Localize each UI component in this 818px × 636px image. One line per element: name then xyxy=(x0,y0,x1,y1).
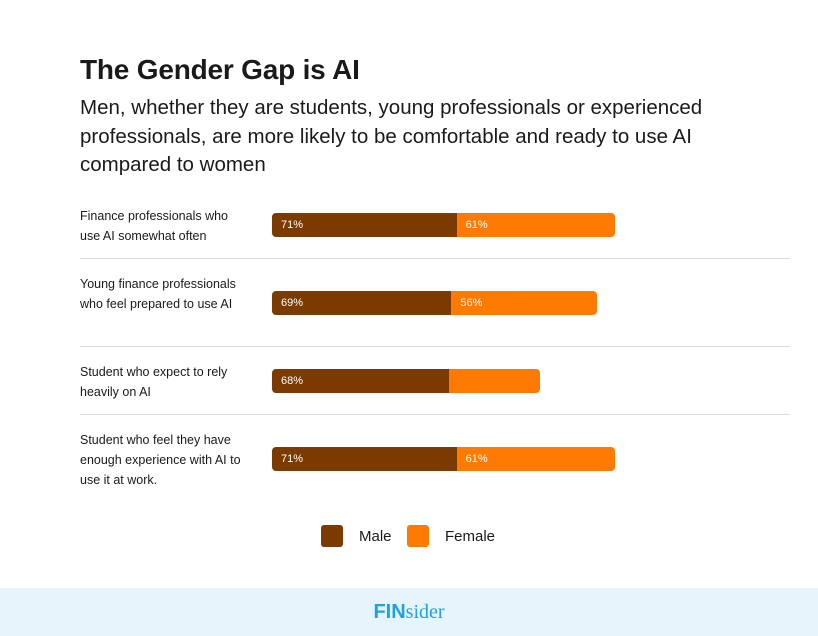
bar-segment-female: 61% xyxy=(456,213,616,237)
data-label: 69% xyxy=(281,297,304,309)
bar-segment-female xyxy=(448,369,540,393)
data-label: 61% xyxy=(465,219,488,231)
legend-swatch-female xyxy=(407,525,429,547)
data-label: 56% xyxy=(460,297,483,309)
chart-title: The Gender Gap is AI xyxy=(80,54,360,85)
row-divider xyxy=(80,258,790,259)
stacked-bar-chart: Finance professionals who use AI somewha… xyxy=(80,209,790,487)
bar-segment-female: 56% xyxy=(451,291,597,315)
category-label: Student who expect to rely heavily on AI xyxy=(80,365,228,399)
legend-label-male: Male xyxy=(359,527,392,545)
legend-item-male: Male xyxy=(321,525,392,547)
row-divider xyxy=(80,346,790,347)
data-label: 68% xyxy=(281,375,304,387)
legend-label-female: Female xyxy=(445,527,496,545)
data-label: 61% xyxy=(465,453,488,465)
category-label: Student who feel they have enough experi… xyxy=(80,433,241,487)
chart-legend: Male Female xyxy=(0,525,818,549)
bar-group: 71% 61% xyxy=(272,447,616,471)
finsider-logo[interactable]: FINsider xyxy=(373,601,444,624)
footer-banner: FINsider xyxy=(0,588,818,636)
bar-group: 71% 61% xyxy=(272,213,616,237)
category-label: Finance professionals who use AI somewha… xyxy=(80,209,228,243)
bar-group: 69% 56% xyxy=(272,291,597,315)
category-label: Young finance professionals who feel pre… xyxy=(80,277,236,311)
chart-subtitle: Men, whether they are students, young pr… xyxy=(80,96,703,176)
bar-segment-female: 61% xyxy=(456,447,616,471)
bar-group: 68% xyxy=(272,369,540,393)
logo-text-light: sider xyxy=(405,600,445,623)
bar-segment-male: 71% xyxy=(272,447,457,471)
legend-item-female: Female xyxy=(407,525,495,547)
bar-segment-male: 71% xyxy=(272,213,457,237)
row-divider xyxy=(80,414,790,415)
bar-segment-male: 68% xyxy=(272,369,449,393)
legend-swatch-male xyxy=(321,525,343,547)
bar-segment-male: 69% xyxy=(272,291,452,315)
data-label: 71% xyxy=(281,453,304,465)
data-label: 71% xyxy=(281,219,304,231)
logo-text-strong: FIN xyxy=(373,600,406,623)
